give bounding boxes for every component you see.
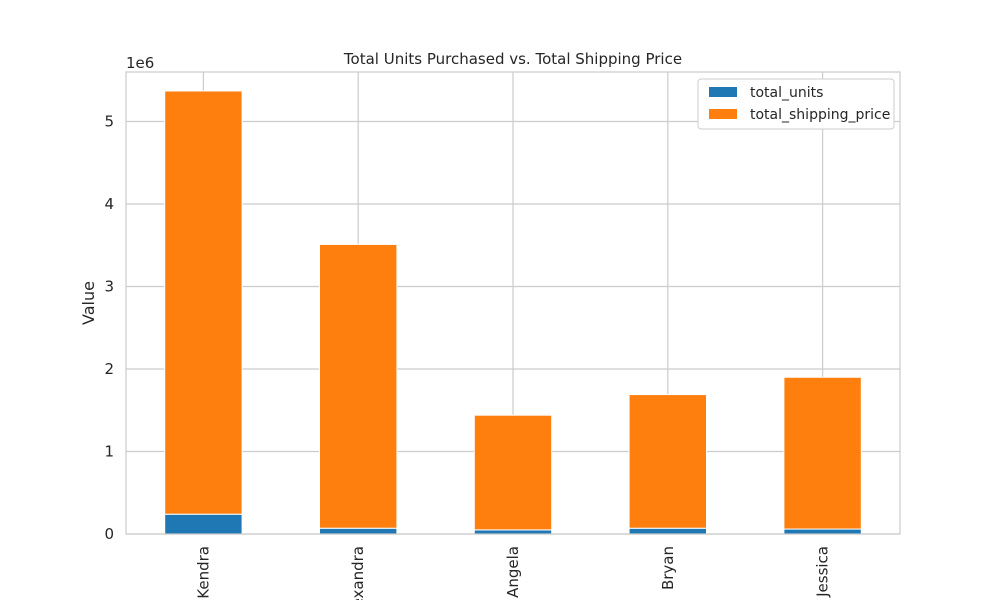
y-tick-label: 5 [104,113,114,131]
x-tick-label: Bryan [659,546,677,590]
legend-frame [697,78,895,130]
bar-total-units [319,527,398,535]
plot-frame [125,71,901,535]
x-tick-label: Alexandra [349,546,367,600]
y-tick-label: 3 [104,278,114,296]
bar-total-shipping-price [319,243,398,529]
bar-total-units [164,513,243,535]
bar-total-units [473,529,553,535]
bar-total-units [628,527,707,535]
legend-swatch [709,87,737,97]
y-axis-multiplier: 1e6 [126,54,154,72]
bar-total-shipping-price [628,394,707,529]
bars [164,90,862,535]
bar-total-shipping-price [473,414,553,531]
legend-swatch [709,109,737,119]
x-tick-label: Kendra [194,546,212,599]
x-tick-label: Angela [504,546,522,598]
chart-title: Total Units Purchased vs. Total Shipping… [343,50,682,68]
bar-total-shipping-price [164,90,243,515]
y-tick-label: 1 [104,443,114,461]
bar-total-units [783,528,862,535]
y-tick-label: 0 [104,525,114,543]
bar-total-shipping-price [783,376,862,530]
x-tick-label: Jessica [814,546,832,598]
legend-label: total_shipping_price [750,107,890,123]
y-axis-ticks: 0 1 2 3 4 5 [104,113,114,544]
legend: total_units total_shipping_price [697,78,895,130]
x-axis-ticks: Kendra Alexandra Angela Bryan Jessica [194,546,831,600]
y-axis-label: Value [79,281,98,325]
y-tick-label: 2 [104,360,114,378]
legend-label: total_units [750,85,823,101]
y-tick-label: 4 [104,195,114,213]
